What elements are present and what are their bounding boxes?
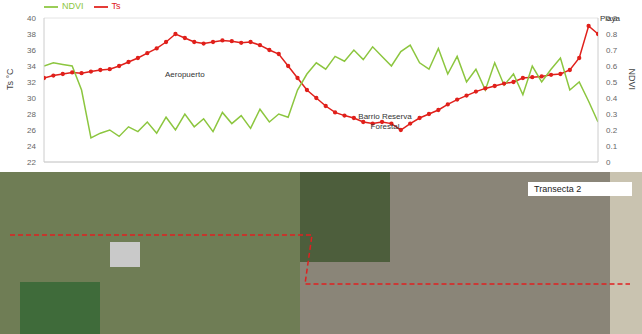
svg-text:0.3: 0.3 bbox=[606, 110, 618, 119]
svg-text:28: 28 bbox=[27, 110, 36, 119]
svg-text:22: 22 bbox=[27, 158, 36, 167]
svg-text:32: 32 bbox=[27, 78, 36, 87]
svg-text:0.7: 0.7 bbox=[606, 46, 618, 55]
svg-text:0.2: 0.2 bbox=[606, 126, 618, 135]
svg-text:34: 34 bbox=[27, 62, 36, 71]
html-text:Barrio Reserva Forestal: Barrio Reserva Forestal bbox=[358, 112, 412, 131]
svg-text:0.5: 0.5 bbox=[606, 78, 618, 87]
html-text:Aeropuerto: Aeropuerto bbox=[165, 70, 205, 79]
svg-text:0.4: 0.4 bbox=[606, 94, 618, 103]
svg-text:0.8: 0.8 bbox=[606, 30, 618, 39]
html-text:NDVI: NDVI bbox=[62, 1, 84, 12]
svg-text:0: 0 bbox=[606, 158, 611, 167]
svg-text:40: 40 bbox=[27, 14, 36, 23]
html-text:Playa: Playa bbox=[600, 14, 620, 23]
svg-text:26: 26 bbox=[27, 126, 36, 135]
svg-text:36: 36 bbox=[27, 46, 36, 55]
svg-text:0.1: 0.1 bbox=[606, 142, 618, 151]
svg-text:0.6: 0.6 bbox=[606, 62, 618, 71]
svg-text:30: 30 bbox=[27, 94, 36, 103]
svg-text:Ts °C: Ts °C bbox=[5, 68, 15, 90]
html-text:Transecta 2: Transecta 2 bbox=[534, 184, 582, 194]
svg-text:NDVI: NDVI bbox=[627, 68, 637, 90]
svg-text:24: 24 bbox=[27, 142, 36, 151]
svg-text:38: 38 bbox=[27, 30, 36, 39]
html-text:Ts: Ts bbox=[111, 1, 121, 12]
